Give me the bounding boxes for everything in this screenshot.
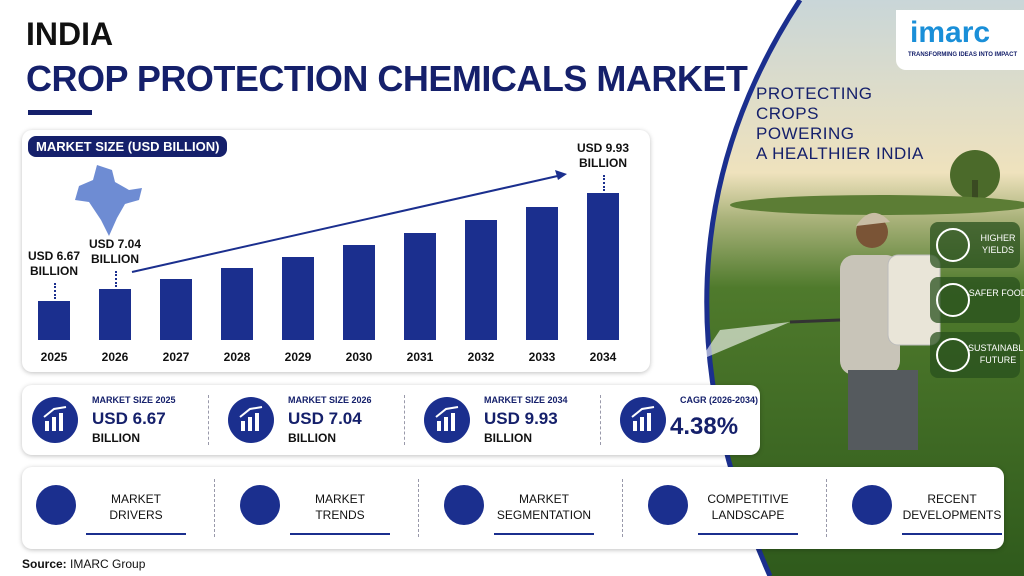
benefit-label: SAFER FOOD bbox=[968, 288, 1024, 298]
source-text: IMARC Group bbox=[70, 557, 146, 571]
source: Source: IMARC Group bbox=[22, 557, 145, 571]
benefit-label: HIGHER YIELDS bbox=[980, 233, 1016, 255]
stat-value: USD 6.67 bbox=[92, 409, 166, 428]
topic-line bbox=[290, 533, 390, 535]
title-underline bbox=[28, 110, 92, 115]
topic-button[interactable]: MARKET SEGMENTATION bbox=[496, 492, 592, 522]
title: CROP PROTECTION CHEMICALS MARKET bbox=[26, 58, 748, 99]
divider bbox=[418, 479, 419, 537]
topics-card: MARKET DRIVERS MARKET TRENDS MARKET SEGMEN… bbox=[22, 467, 1004, 549]
label-connector bbox=[54, 283, 56, 300]
topic-icon bbox=[852, 485, 892, 525]
x-tick-label: 2030 bbox=[345, 350, 373, 364]
x-tick-label: 2026 bbox=[101, 350, 129, 364]
stat-value: USD 7.04 bbox=[288, 409, 362, 428]
divider bbox=[208, 395, 209, 445]
topic-icon bbox=[36, 485, 76, 525]
tagline-line: CROPS bbox=[756, 104, 819, 123]
topic-button[interactable]: MARKET TRENDS bbox=[314, 492, 365, 522]
trend-arrow bbox=[131, 170, 567, 273]
x-tick-label: 2027 bbox=[162, 350, 190, 364]
topic-line bbox=[698, 533, 798, 535]
bar bbox=[99, 288, 131, 340]
x-tick-label: 2032 bbox=[467, 350, 495, 364]
bar bbox=[526, 207, 558, 340]
stat-value: 4.38% bbox=[670, 413, 739, 440]
topic-icon bbox=[648, 485, 688, 525]
topic-icon bbox=[444, 485, 484, 525]
x-tick-label: 2031 bbox=[406, 350, 434, 364]
bar bbox=[587, 192, 619, 340]
topic-button[interactable]: COMPETITIVE LANDSCAPE bbox=[707, 492, 789, 522]
bar bbox=[465, 220, 497, 340]
tagline-line: POWERING bbox=[756, 124, 855, 143]
stat-unit: BILLION bbox=[288, 431, 336, 445]
topic-icon bbox=[240, 485, 280, 525]
value-label: USD 6.67 BILLION bbox=[27, 249, 81, 279]
x-tick-label: 2034 bbox=[589, 350, 617, 364]
divider bbox=[404, 395, 405, 445]
stat-icon bbox=[424, 397, 470, 443]
stat-label: MARKET SIZE 2034 bbox=[484, 395, 568, 405]
stat-unit: BILLION bbox=[92, 431, 140, 445]
logo-tagline: TRANSFORMING IDEAS INTO IMPACT bbox=[908, 52, 1018, 58]
source-label: Source: bbox=[22, 557, 67, 571]
bar bbox=[343, 245, 375, 340]
tagline-line: A HEALTHIER INDIA bbox=[756, 144, 924, 163]
x-tick-label: 2029 bbox=[284, 350, 312, 364]
india-map bbox=[75, 165, 142, 236]
topic-line bbox=[902, 533, 1002, 535]
benefit-label: SUSTAINABLE FUTURE bbox=[968, 343, 1024, 365]
divider bbox=[622, 479, 623, 537]
stat-value: USD 9.93 bbox=[484, 409, 558, 428]
icon-glyph bbox=[435, 406, 459, 431]
topic-button[interactable]: MARKET DRIVERS bbox=[109, 492, 163, 522]
topic-line bbox=[86, 533, 186, 535]
stat-icon bbox=[228, 397, 274, 443]
logo: imarc bbox=[910, 16, 991, 49]
chart-title: MARKET SIZE (USD BILLION) bbox=[28, 136, 228, 157]
icon-glyph bbox=[631, 406, 655, 431]
value-label: USD 7.04 BILLION bbox=[88, 236, 142, 266]
farmer bbox=[700, 212, 941, 450]
topic-button[interactable]: RECENT DEVELOPMENTS bbox=[902, 492, 1002, 522]
tagline: PROTECTING CROPS POWERING A HEALTHIER INDIA bbox=[756, 84, 924, 164]
x-tick-label: 2028 bbox=[223, 350, 251, 364]
bar bbox=[160, 278, 192, 340]
stats-card: MARKET SIZE 2025 USD 6.67 BILLION MARKET SI… bbox=[22, 385, 760, 455]
bar bbox=[282, 256, 314, 340]
value-label: USD 9.93 BILLION bbox=[576, 140, 630, 170]
stat-unit: BILLION bbox=[484, 431, 532, 445]
divider bbox=[214, 479, 215, 537]
bar bbox=[404, 233, 436, 340]
label-connector bbox=[115, 270, 117, 287]
x-tick-label: 2025 bbox=[40, 350, 68, 364]
topic-line bbox=[494, 533, 594, 535]
x-tick-label: 2033 bbox=[528, 350, 556, 364]
stat-icon bbox=[32, 397, 78, 443]
chart-card: MARKET SIZE (USD BILLION) 2025 USD 6.67 B… bbox=[22, 130, 650, 372]
stat-label: MARKET SIZE 2025 bbox=[92, 395, 176, 405]
benefit-icon bbox=[936, 338, 970, 372]
stat-icon bbox=[620, 397, 666, 443]
icon-glyph bbox=[43, 406, 67, 431]
bar bbox=[221, 267, 253, 340]
stat-label: MARKET SIZE 2026 bbox=[288, 395, 372, 405]
icon-glyph bbox=[239, 406, 263, 431]
bar bbox=[38, 301, 70, 340]
divider bbox=[826, 479, 827, 537]
country: INDIA bbox=[26, 16, 114, 52]
logo-box: imarc TRANSFORMING IDEAS INTO IMPACT bbox=[896, 10, 1024, 70]
tagline-line: PROTECTING bbox=[756, 84, 873, 103]
benefit-icon bbox=[936, 228, 970, 262]
divider bbox=[600, 395, 601, 445]
label-connector bbox=[603, 174, 605, 191]
stat-label: CAGR (2026-2034) bbox=[680, 395, 759, 405]
benefit-icon bbox=[936, 283, 970, 317]
